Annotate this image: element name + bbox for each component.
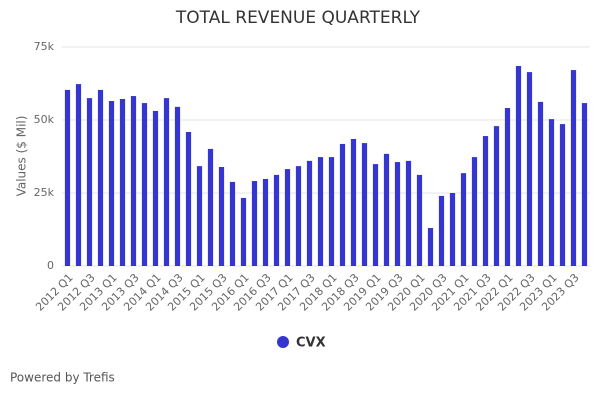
y-tick-label: 25k <box>34 186 55 199</box>
y-axis-label: Values ($ Mil) <box>15 116 29 197</box>
bar <box>75 84 82 266</box>
bar <box>130 96 137 266</box>
bar <box>537 101 544 267</box>
bar <box>229 181 236 266</box>
bar <box>581 103 588 267</box>
bar <box>372 164 379 266</box>
bar <box>108 101 115 267</box>
bar <box>306 160 313 266</box>
bar <box>152 110 159 266</box>
bar <box>438 195 445 266</box>
y-tick-label: 50k <box>34 113 55 126</box>
bar <box>328 157 335 266</box>
bar <box>295 166 302 266</box>
bar <box>361 143 368 266</box>
bar <box>460 173 467 266</box>
bar <box>350 138 357 266</box>
bar <box>515 65 522 266</box>
bar <box>196 166 203 266</box>
bar <box>471 157 478 266</box>
bar <box>174 106 181 266</box>
bar <box>163 98 170 266</box>
bar <box>482 136 489 266</box>
bar <box>559 124 566 266</box>
bar <box>383 153 390 266</box>
bar <box>86 98 93 266</box>
bar <box>570 70 577 267</box>
bar <box>119 98 126 266</box>
bar <box>251 181 258 266</box>
bar <box>526 72 533 266</box>
bar <box>394 162 401 266</box>
bar <box>548 119 555 267</box>
bar <box>405 160 412 266</box>
bar <box>207 148 214 266</box>
bar <box>416 174 423 266</box>
bar <box>284 169 291 266</box>
bar <box>273 174 280 266</box>
bar <box>504 108 511 266</box>
bar <box>493 126 500 267</box>
bar <box>317 157 324 266</box>
bar <box>427 228 434 266</box>
legend-label: CVX <box>296 336 326 351</box>
bar <box>185 131 192 266</box>
y-tick-label: 0 <box>47 259 54 272</box>
footer: Powered by Trefis <box>10 371 115 385</box>
bar <box>64 89 71 266</box>
bar <box>218 167 225 266</box>
y-tick-label: 75k <box>34 40 55 53</box>
bar <box>339 143 346 266</box>
bar <box>240 197 247 266</box>
bar <box>141 103 148 267</box>
bar <box>97 89 104 266</box>
bar <box>262 178 269 266</box>
bar <box>449 193 456 266</box>
chart-title: TOTAL REVENUE QUARTERLY <box>175 8 421 28</box>
legend-marker <box>277 336 289 348</box>
